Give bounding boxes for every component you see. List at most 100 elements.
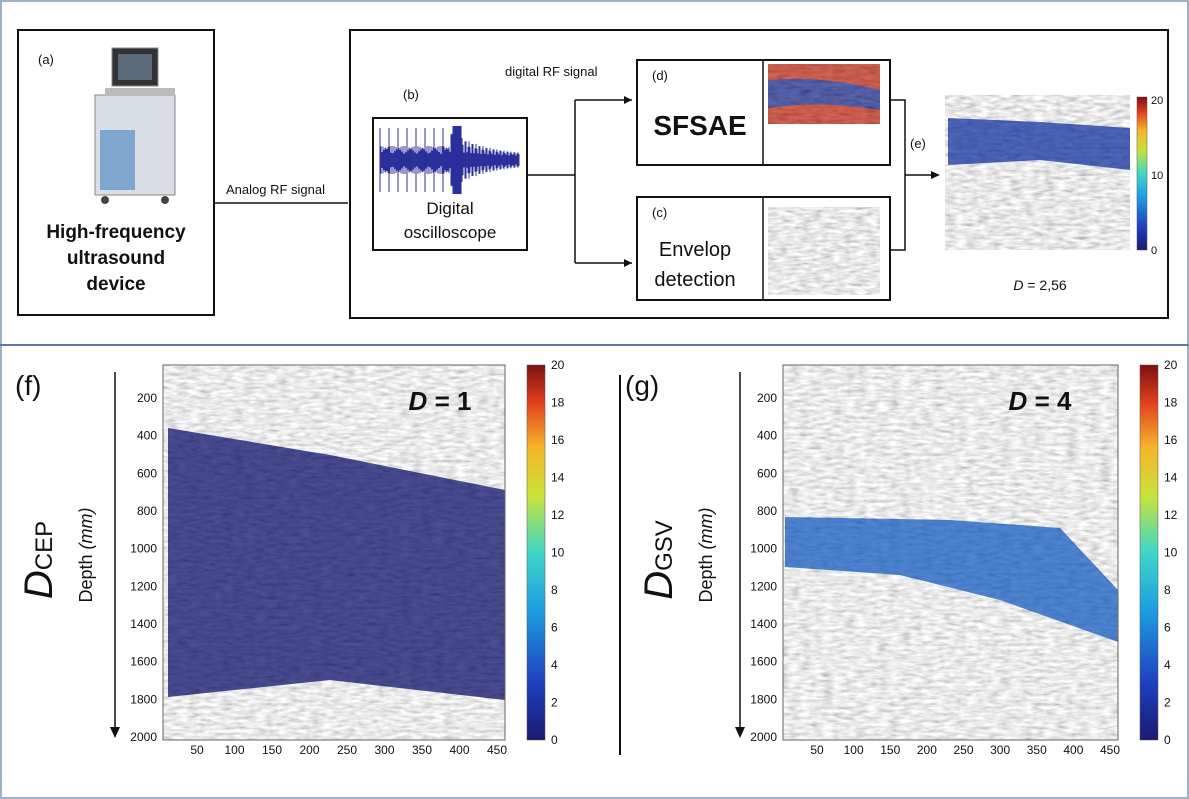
x-tick-label: 150	[262, 743, 282, 757]
x-tick-label: 300	[374, 743, 394, 757]
connector	[890, 100, 935, 250]
axis-name: Depth	[696, 554, 716, 602]
x-tick-label: 50	[810, 743, 824, 757]
oscilloscope-title: Digital	[426, 199, 473, 218]
y-tick-label: 600	[757, 466, 777, 480]
y-tick-label: 1800	[130, 692, 157, 706]
result-value: D = 4	[1009, 386, 1072, 416]
colorbar-tick-label: 12	[551, 508, 565, 522]
panel-label: (a)	[38, 52, 54, 67]
axis-unit: (mm)	[76, 507, 96, 549]
sfsae-image	[768, 64, 880, 124]
x-tick-label: 350	[1027, 743, 1047, 757]
result-image	[945, 95, 1130, 250]
result-value: D = 1	[409, 386, 472, 416]
value: = 2,56	[1027, 277, 1067, 293]
y-tick-label: 1800	[750, 692, 777, 706]
colorbar-tick-label: 6	[551, 621, 558, 635]
panel-label: (e)	[910, 136, 926, 151]
colorbar-tick-label: 0	[1151, 245, 1157, 257]
plot: (g)2004006008001000120014001600180020005…	[625, 358, 1178, 757]
colorbar-tick-label: 20	[1151, 95, 1163, 107]
arrowhead	[110, 727, 120, 738]
y-tick-label: 800	[757, 504, 777, 518]
subscript: CEP	[31, 521, 58, 570]
colorbar-tick-label: 10	[1151, 170, 1163, 182]
arrowhead	[931, 171, 940, 179]
x-tick-label: 350	[412, 743, 432, 757]
y-tick-label: 1000	[750, 542, 777, 556]
x-tick-label: 200	[917, 743, 937, 757]
colorbar	[1137, 97, 1147, 250]
signal-label: Analog RF signal	[226, 182, 325, 197]
subscript: GSV	[651, 520, 678, 571]
sfsae-title: SFSAE	[653, 110, 746, 141]
colorbar-tick-label: 10	[551, 546, 565, 560]
panel-label: (g)	[625, 370, 659, 401]
value: = 1	[435, 386, 472, 416]
x-tick-label: 200	[299, 743, 319, 757]
colorbar-tick-label: 2	[1164, 696, 1171, 710]
panel-label: (c)	[652, 205, 667, 220]
x-tick-label: 100	[844, 743, 864, 757]
colorbar-tick-label: 8	[551, 583, 558, 597]
colorbar-tick-label: 0	[1164, 733, 1171, 747]
x-tick-label: 300	[990, 743, 1010, 757]
colorbar-tick-label: 20	[1164, 358, 1178, 372]
colorbar-tick-label: 2	[551, 696, 558, 710]
y-tick-label: 1200	[750, 579, 777, 593]
y-tick-label: 1400	[750, 617, 777, 631]
signal-label: digital RF signal	[505, 64, 598, 79]
colorbar-tick-label: 4	[551, 658, 558, 672]
panel-label: (f)	[15, 370, 41, 401]
x-tick-label: 400	[449, 743, 469, 757]
metric-symbol: DGSV	[637, 520, 681, 600]
colorbar-tick-label: 0	[551, 733, 558, 747]
y-tick-label: 1000	[130, 542, 157, 556]
colorbar-tick-label: 18	[551, 396, 565, 410]
y-tick-label: 2000	[750, 730, 777, 744]
axis-label: Depth (mm)	[696, 507, 716, 602]
device-title: High-frequency	[46, 222, 186, 243]
value: = 4	[1035, 386, 1072, 416]
arrowhead	[624, 96, 632, 267]
y-tick-label: 800	[137, 504, 157, 518]
symbol: D	[1009, 386, 1028, 416]
arrowhead	[735, 727, 745, 738]
result-value: D = 2,56	[1013, 277, 1067, 293]
x-tick-label: 50	[190, 743, 204, 757]
x-tick-label: 400	[1063, 743, 1083, 757]
y-tick-label: 200	[757, 391, 777, 405]
figure: (a) High-frequency ultrasound device Ana…	[0, 0, 1189, 799]
y-tick-label: 600	[137, 466, 157, 480]
y-tick-label: 1600	[130, 655, 157, 669]
colorbar-tick-label: 10	[1164, 546, 1178, 560]
axis-name: Depth	[76, 554, 96, 602]
y-tick-label: 1400	[130, 617, 157, 631]
colorbar-tick-label: 16	[1164, 433, 1178, 447]
symbol: D	[637, 571, 681, 600]
x-tick-label: 250	[337, 743, 357, 757]
colorbar-tick-label: 20	[551, 358, 565, 372]
y-tick-label: 200	[137, 391, 157, 405]
colorbar-tick-label: 4	[1164, 658, 1171, 672]
colorbar-tick-label: 6	[1164, 621, 1171, 635]
device-title: ultrasound	[67, 248, 165, 269]
axis-unit: (mm)	[696, 507, 716, 549]
colorbar-tick-label: 16	[551, 433, 565, 447]
x-tick-label: 250	[953, 743, 973, 757]
colorbar-tick-label: 18	[1164, 396, 1178, 410]
y-tick-label: 1600	[750, 655, 777, 669]
y-tick-label: 400	[757, 429, 777, 443]
x-tick-label: 450	[487, 743, 507, 757]
axis-label: Depth (mm)	[76, 507, 96, 602]
panel-label: (b)	[403, 87, 419, 102]
y-tick-label: 400	[137, 429, 157, 443]
colorbar	[527, 365, 545, 740]
symbol: D	[409, 386, 428, 416]
device-title: device	[86, 274, 145, 295]
symbol: D	[17, 570, 61, 599]
colorbar-tick-label: 14	[551, 471, 565, 485]
colorbar-tick-label: 14	[1164, 471, 1178, 485]
y-tick-label: 1200	[130, 579, 157, 593]
